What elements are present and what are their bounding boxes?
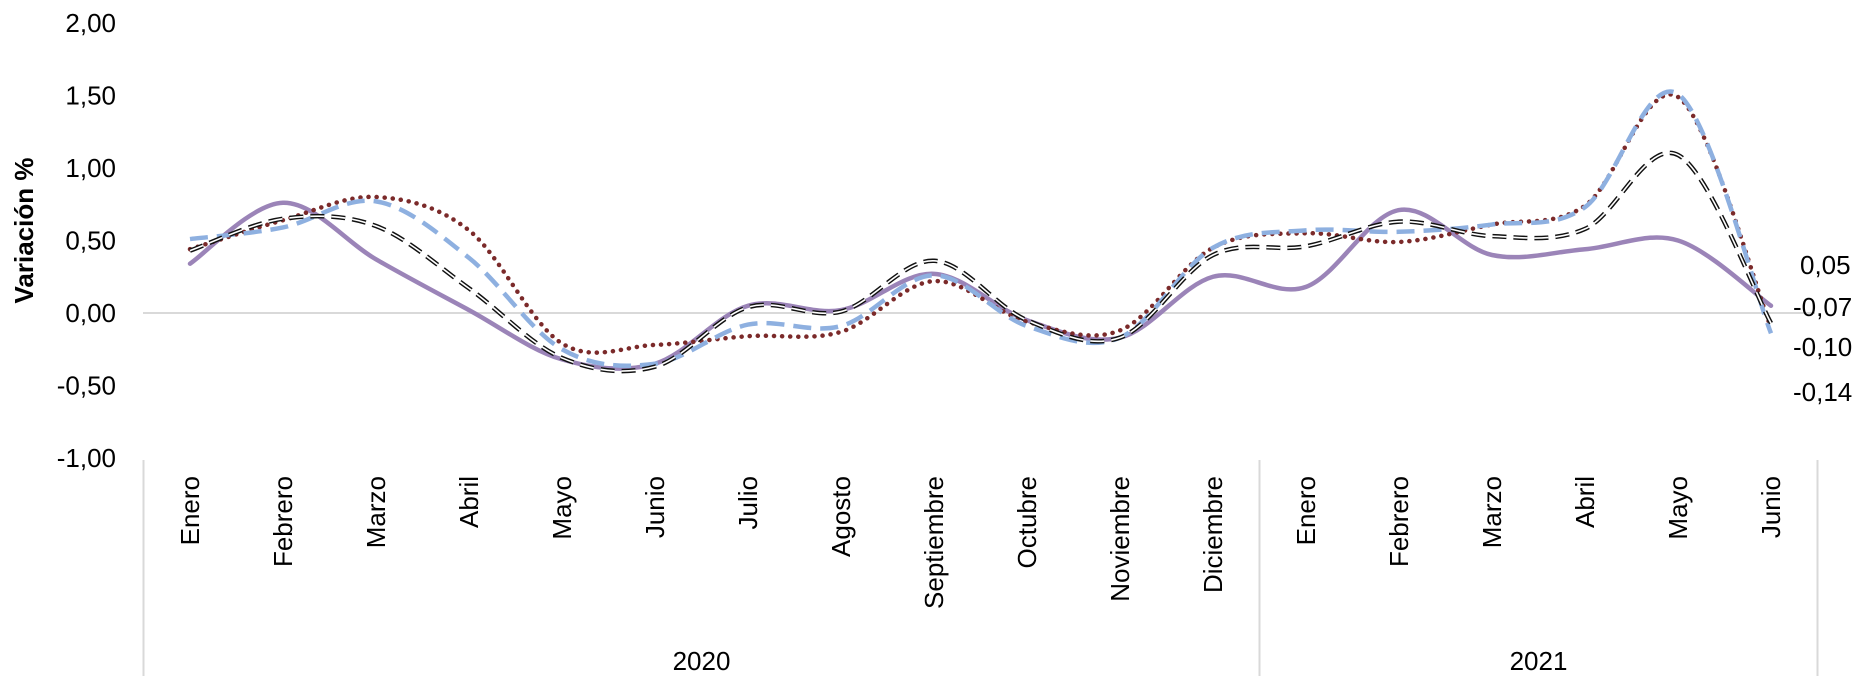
x-axis: Enero Febrero Marzo Abril Mayo Junio Julio Agos… (142, 460, 1819, 676)
x-tick-label: Junio (640, 476, 670, 538)
series-line-dashed (189, 89, 1774, 369)
end-value-label: -0,10 (1793, 332, 1852, 362)
end-value-label: -0,14 (1793, 377, 1852, 407)
y-axis-label-group: Variación % (9, 158, 39, 304)
y-tick-label: -1,00 (57, 443, 116, 473)
x-tick-label: Marzo (1477, 476, 1507, 548)
x-tick-label: Abril (454, 476, 484, 528)
x-tick-label: Octubre (1012, 476, 1042, 569)
x-tick-label: Marzo (361, 476, 391, 548)
y-tick-label: -0,50 (57, 371, 116, 401)
end-value-label: -0,07 (1793, 292, 1852, 322)
x-tick-label: Agosto (826, 476, 856, 557)
x-tick-label: Junio (1756, 476, 1786, 538)
series-lines (187, 89, 1774, 374)
x-tick-label: Enero (175, 476, 205, 545)
y-tick-label: 2,00 (65, 8, 116, 38)
y-axis-label: Variación % (9, 158, 39, 304)
x-tick-label: Diciembre (1198, 476, 1228, 593)
series-line-double-dashed-inner (189, 152, 1772, 372)
end-labels: 0,05 -0,07 -0,10 -0,14 (1793, 250, 1852, 407)
x-group-label: 2021 (1510, 646, 1568, 676)
x-tick-label: Septiembre (919, 476, 949, 609)
y-tick-label: 1,50 (65, 81, 116, 111)
y-tick-label: 1,00 (65, 153, 116, 183)
x-tick-label: Enero (1291, 476, 1321, 545)
x-tick-label: Abril (1570, 476, 1600, 528)
y-axis-ticks: 2,00 1,50 1,00 0,50 0,00 -0,50 -1,00 (57, 8, 116, 473)
x-tick-label: Noviembre (1105, 476, 1135, 602)
y-tick-label: 0,50 (65, 226, 116, 256)
end-value-label: 0,05 (1800, 250, 1851, 280)
x-group-label: 2020 (673, 646, 731, 676)
x-tick-label: Febrero (1384, 476, 1414, 567)
x-tick-label: Mayo (1663, 476, 1693, 540)
series-line-double-dashed (189, 150, 1773, 374)
series-line-solid (187, 200, 1774, 371)
y-tick-label: 0,00 (65, 298, 116, 328)
x-tick-label: Mayo (547, 476, 577, 540)
x-tick-label: Febrero (268, 476, 298, 567)
x-tick-label: Julio (733, 476, 763, 529)
